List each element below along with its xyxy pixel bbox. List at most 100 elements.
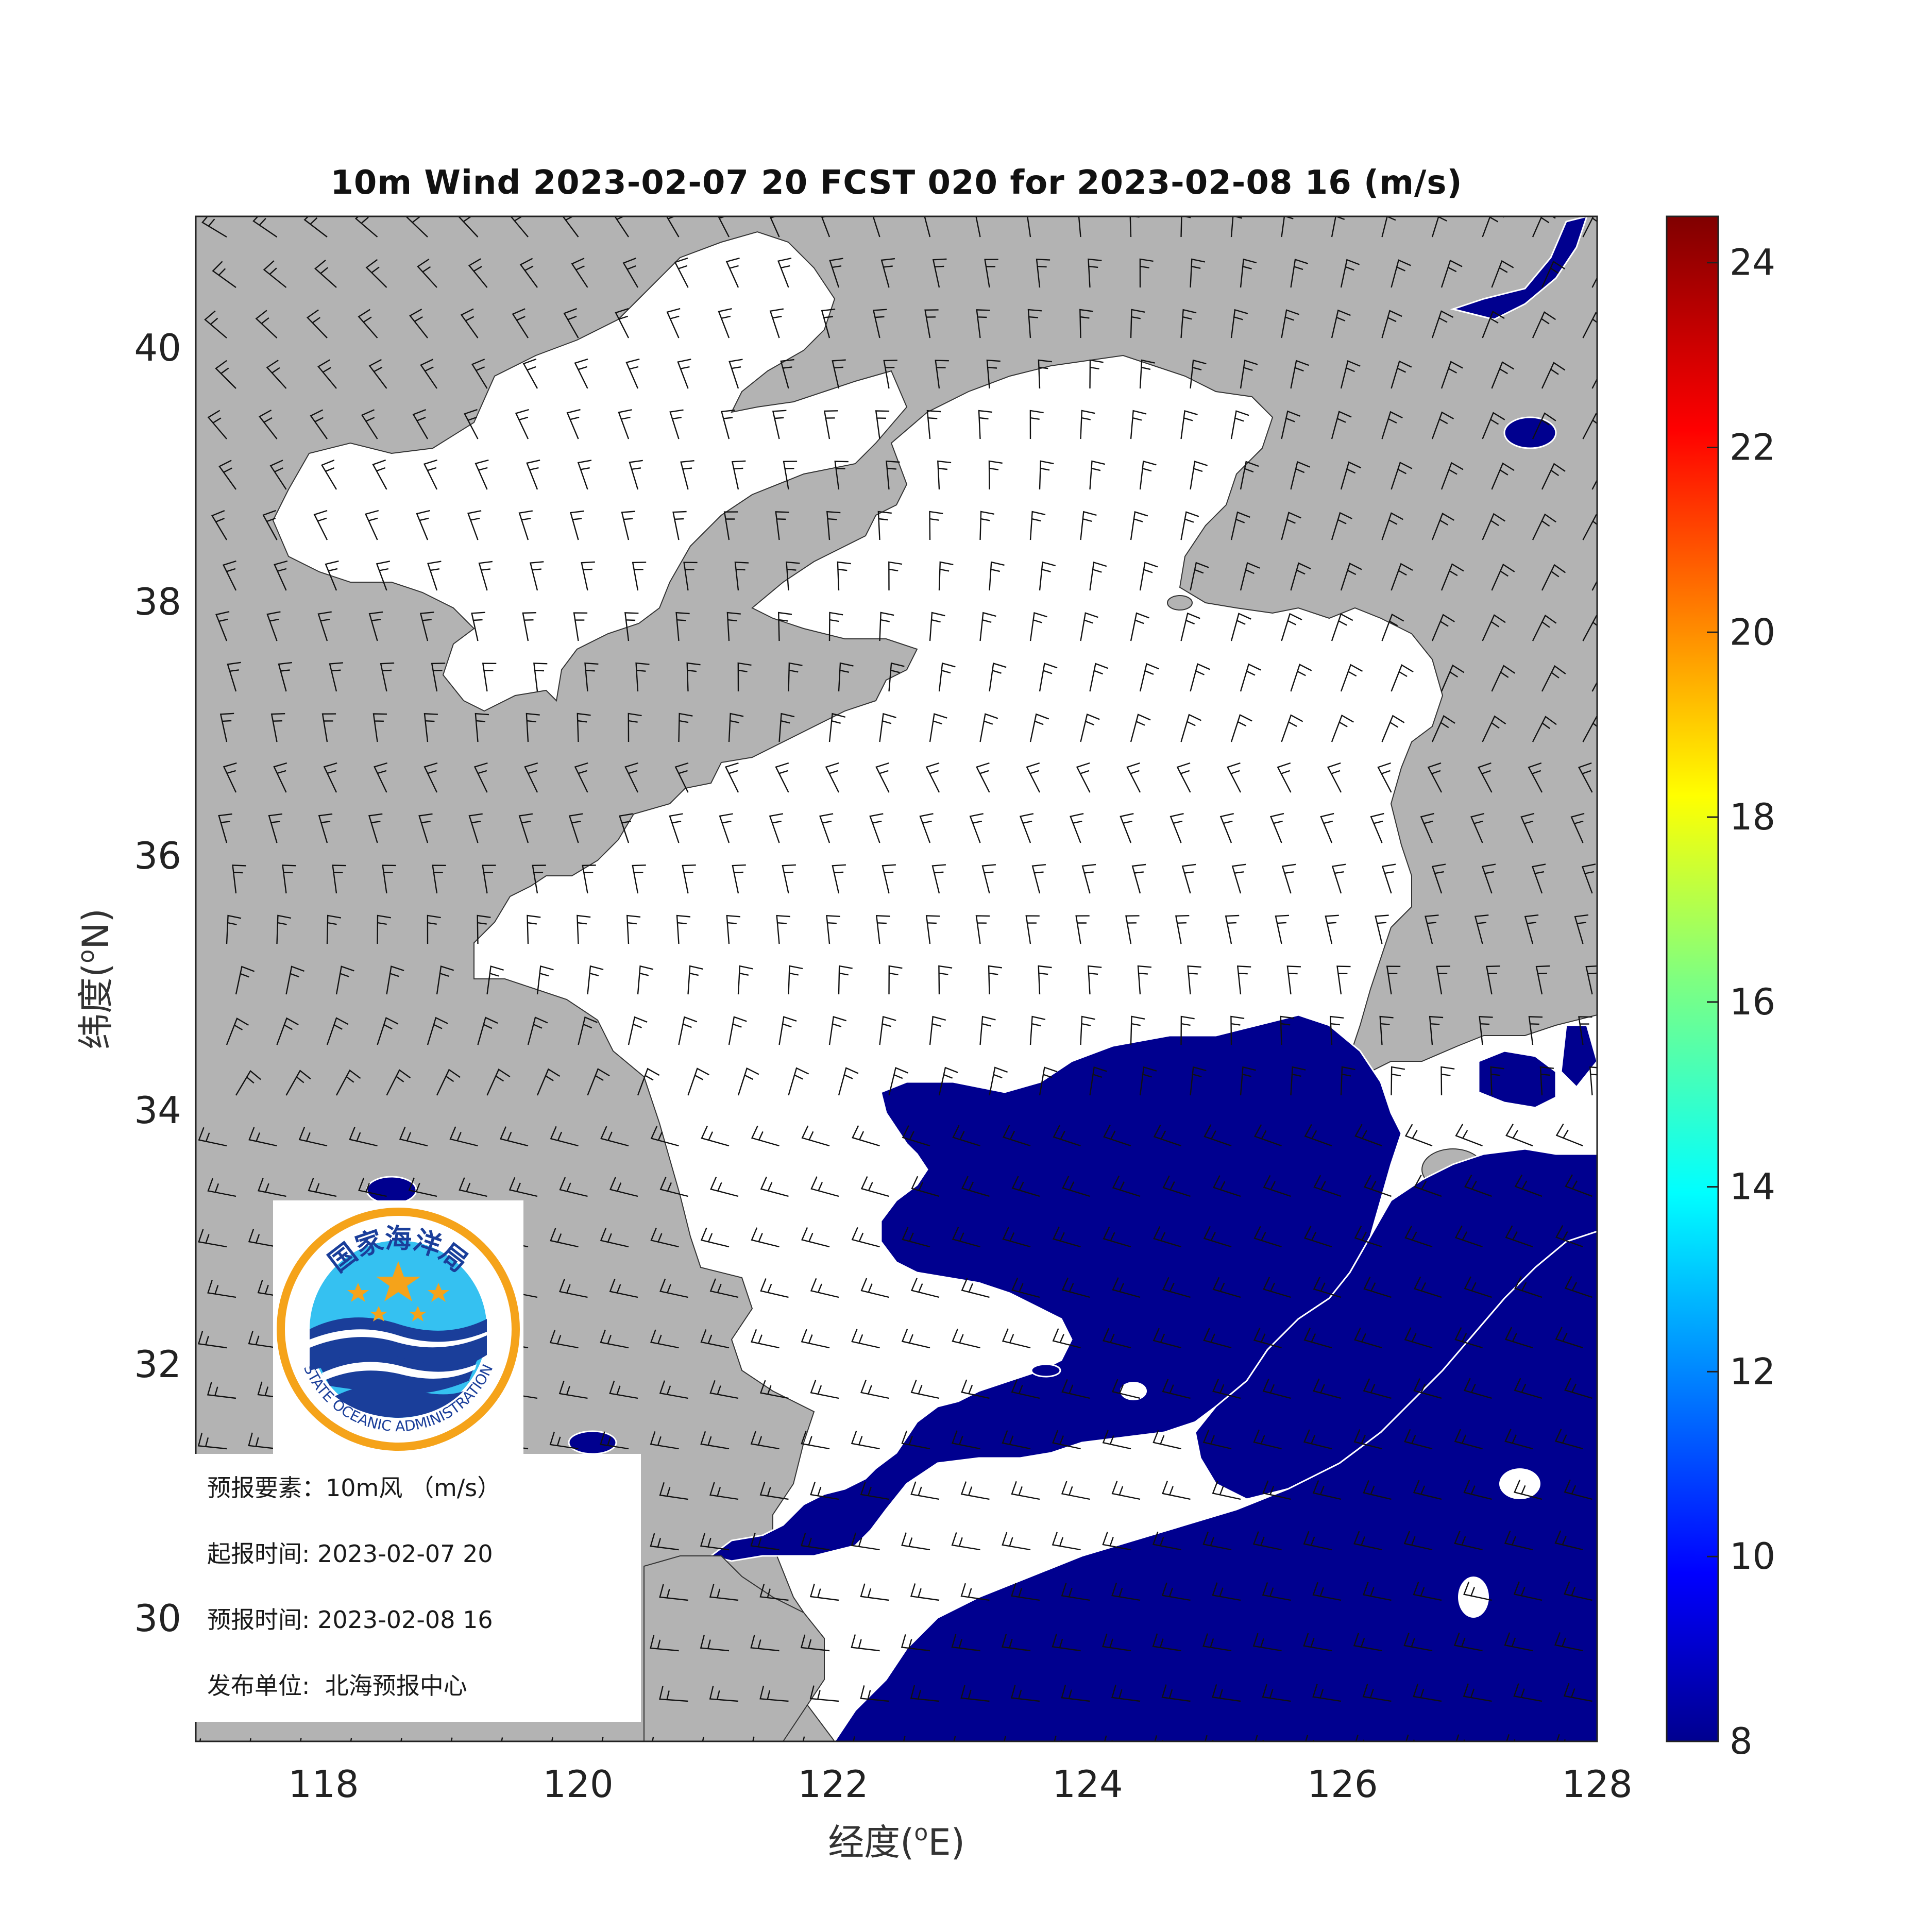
wind-barb <box>464 409 479 439</box>
wind-barb <box>910 1685 940 1702</box>
wind-barb <box>1381 310 1402 338</box>
wind-barb <box>783 461 798 490</box>
wind-barb <box>988 965 1002 995</box>
wind-barb <box>550 1228 579 1248</box>
wind-barb <box>888 662 905 692</box>
wind-barb <box>826 915 840 944</box>
wind-barb <box>1025 915 1040 944</box>
wind-barb <box>1531 863 1546 894</box>
wind-barb <box>777 612 792 641</box>
wind-barb <box>1079 309 1094 338</box>
wind-barb <box>1080 1015 1095 1045</box>
wind-barb <box>737 1067 759 1096</box>
wind-barb <box>1162 1175 1191 1197</box>
wind-barb <box>1413 1582 1442 1601</box>
wind-barb <box>1011 1379 1040 1399</box>
wind-barb <box>325 560 339 591</box>
wind-barb <box>1153 1124 1181 1147</box>
wind-barb <box>1205 1735 1214 1741</box>
wind-barb <box>1505 1123 1533 1147</box>
wind-barb <box>227 662 241 692</box>
wind-barb <box>1226 762 1242 793</box>
y-tick-label: 36 <box>134 834 181 877</box>
island <box>1120 1382 1147 1400</box>
wind-barb <box>566 409 581 439</box>
wind-barb <box>1081 863 1096 894</box>
wind-barb <box>751 1227 779 1248</box>
wind-barb <box>574 358 588 389</box>
wind-barb <box>618 409 632 439</box>
wind-barb <box>358 309 378 338</box>
bohai-sea <box>272 231 908 712</box>
wind-barb <box>686 662 701 692</box>
wind-barb <box>1329 1015 1344 1045</box>
wind-barb <box>1089 663 1109 692</box>
wind-barb <box>512 308 529 338</box>
wind-barb <box>1642 364 1667 388</box>
wind-barb <box>1564 1479 1592 1500</box>
wind-barb <box>326 914 342 944</box>
wind-barb <box>478 561 493 591</box>
wind-barb <box>1053 1125 1081 1147</box>
wind-barb <box>1281 613 1302 641</box>
wind-barb <box>1286 965 1301 995</box>
wind-barb <box>1491 563 1515 591</box>
wind-barb <box>1514 1378 1543 1399</box>
wind-barb <box>615 308 630 338</box>
wind-barb <box>1130 309 1145 338</box>
wind-barb <box>1491 260 1514 288</box>
wind-barb <box>1111 1379 1141 1399</box>
wind-barb <box>1491 361 1515 389</box>
y-tick-label: 30 <box>134 1597 181 1640</box>
wind-barb <box>1520 812 1535 843</box>
wind-barb <box>1607 1124 1633 1146</box>
wind-barb <box>1112 1277 1141 1298</box>
wind-barb <box>1370 812 1384 843</box>
wind-barb <box>1504 1530 1533 1551</box>
wind-barb <box>1331 512 1352 540</box>
wind-barb <box>1391 360 1412 389</box>
wind-barb <box>759 1482 789 1500</box>
wind-barb <box>1414 1175 1442 1197</box>
wind-barb <box>1514 1480 1543 1500</box>
wind-barb <box>368 611 383 641</box>
wind-barb <box>810 1176 839 1197</box>
wind-barb <box>222 560 237 591</box>
x-tick-label: 120 <box>543 1762 613 1806</box>
wind-barb <box>459 1177 487 1197</box>
wind-barb <box>880 258 895 288</box>
wind-barb <box>674 762 689 793</box>
wind-barb <box>929 612 945 641</box>
wind-barb <box>1203 1328 1232 1349</box>
wind-barb <box>412 409 429 439</box>
wind-barb <box>558 1380 588 1399</box>
wind-barb <box>709 1482 739 1500</box>
wind-barb <box>1555 1123 1583 1147</box>
wind-barb <box>650 1126 679 1147</box>
wind-barb <box>1331 309 1351 338</box>
wind-barb <box>879 713 896 742</box>
wind-barb <box>223 762 237 793</box>
wind-barb <box>509 1177 538 1197</box>
wind-barb <box>1313 1378 1342 1399</box>
wind-barb <box>782 864 796 894</box>
wind-barb <box>211 510 228 540</box>
wind-barb <box>1413 1276 1442 1298</box>
logo-box: 国家海洋局 STATE OCEANIC ADMINISTRATION <box>273 1200 523 1458</box>
wind-barb <box>1479 1016 1493 1045</box>
wind-barb <box>1052 1532 1081 1551</box>
wind-barb <box>527 1016 548 1045</box>
wind-barb <box>1425 914 1439 944</box>
wind-barb <box>937 460 952 490</box>
wind-barb <box>869 813 884 843</box>
wind-barb <box>1482 311 1505 338</box>
wind-barb <box>687 965 703 995</box>
wind-barb <box>723 511 738 540</box>
wind-barb <box>207 1381 236 1399</box>
wind-barb <box>778 1016 797 1045</box>
wind-barb <box>559 1177 588 1197</box>
wind-barb <box>1363 1378 1392 1399</box>
wind-barb <box>879 612 894 641</box>
wind-barb <box>624 762 639 793</box>
wind-barb <box>1629 1017 1642 1045</box>
